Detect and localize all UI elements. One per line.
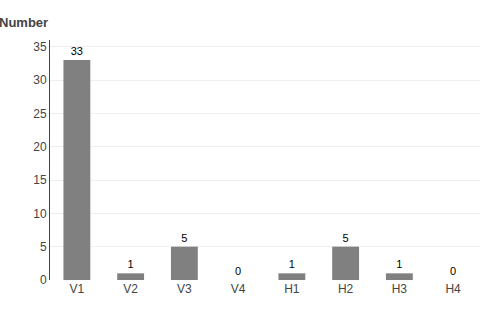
svg-text:V3: V3 — [177, 282, 192, 296]
svg-text:0: 0 — [450, 265, 456, 277]
svg-text:10: 10 — [33, 207, 47, 221]
svg-text:25: 25 — [33, 107, 47, 121]
svg-text:V1: V1 — [70, 282, 85, 296]
svg-text:0: 0 — [235, 265, 241, 277]
svg-text:35: 35 — [33, 40, 47, 54]
svg-text:1: 1 — [396, 258, 402, 270]
svg-text:0: 0 — [40, 273, 47, 287]
svg-text:33: 33 — [71, 45, 83, 57]
svg-text:H1: H1 — [284, 282, 300, 296]
svg-text:Number: Number — [0, 15, 48, 30]
svg-text:1: 1 — [289, 258, 295, 270]
svg-text:H3: H3 — [392, 282, 408, 296]
svg-text:30: 30 — [33, 73, 47, 87]
svg-text:15: 15 — [33, 173, 47, 187]
svg-text:H2: H2 — [338, 282, 354, 296]
svg-text:5: 5 — [40, 240, 47, 254]
svg-text:5: 5 — [343, 232, 349, 244]
svg-text:5: 5 — [181, 232, 187, 244]
svg-text:1: 1 — [128, 258, 134, 270]
svg-text:V2: V2 — [123, 282, 138, 296]
svg-text:V4: V4 — [231, 282, 246, 296]
svg-text:H4: H4 — [445, 282, 461, 296]
svg-text:20: 20 — [33, 140, 47, 154]
